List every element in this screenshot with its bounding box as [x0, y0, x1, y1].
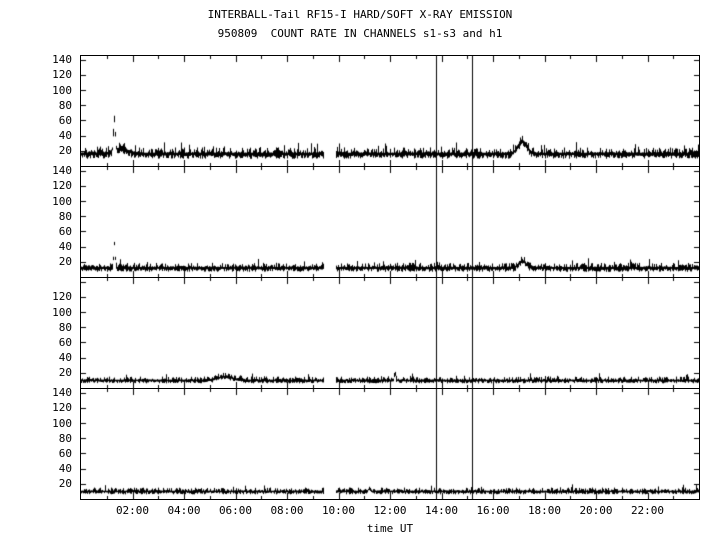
x-tick-label: 12:00	[373, 504, 407, 517]
x-tick-label: 02:00	[115, 504, 150, 517]
x-tick-label: 08:00	[270, 504, 304, 517]
y-tick-label: 100	[52, 305, 72, 319]
x-tick-label: 20:00	[579, 504, 613, 517]
y-tick-label: 140	[52, 386, 72, 400]
x-tick-label: 18:00	[527, 504, 562, 517]
y-tick-label: 40	[58, 351, 72, 365]
panel-h1-canvas	[81, 389, 699, 499]
x-axis-labels: 02:00 04:00 06:00 08:00 10:00 12:00 14:00 16:00…	[0, 505, 720, 519]
y-tick-label: 20	[58, 366, 72, 380]
y-tick-label: 80	[58, 98, 72, 112]
y-tick-label: 40	[58, 462, 72, 476]
y-tick-label: 20	[58, 477, 72, 491]
plot-title: INTERBALL-Tail RF15-I HARD/SOFT X-RAY EM…	[207, 8, 513, 21]
y-tick-label: 60	[58, 446, 72, 460]
x-tick-label: 10:00	[321, 504, 356, 517]
y-tick-label: 60	[58, 113, 72, 127]
x-tick-label: 14:00	[424, 504, 459, 517]
panel-h1	[80, 388, 700, 500]
plot-subtitle: 950809 COUNT RATE IN CHANNELS s1-s3 and …	[217, 27, 503, 40]
x-tick-label: 04:00	[167, 504, 201, 517]
plot-panels	[80, 55, 700, 500]
y-tick-label: 140	[52, 53, 72, 67]
panel-s1-canvas	[81, 56, 699, 166]
y-tick-label: 80	[58, 320, 72, 334]
y-tick-label: 60	[58, 224, 72, 238]
y-tick-label: 100	[52, 194, 72, 208]
y-tick-label: 20	[58, 255, 72, 269]
y-tick-label: 80	[58, 431, 72, 445]
y-tick-label: 40	[58, 240, 72, 254]
y-tick-label: 100	[52, 416, 72, 430]
panel-s3	[80, 277, 700, 389]
y-tick-label: 140	[52, 164, 72, 178]
panel-s1	[80, 55, 700, 167]
y-tick-label: 100	[52, 83, 72, 97]
y-tick-label: 40	[58, 129, 72, 143]
panel-s2-canvas	[81, 167, 699, 277]
panel-s3-canvas	[81, 278, 699, 388]
x-tick-label: 16:00	[476, 504, 510, 517]
y-tick-label: 120	[52, 401, 72, 415]
y-tick-label: 20	[58, 144, 72, 158]
y-tick-label: 120	[52, 68, 72, 82]
y-tick-label: 80	[58, 209, 72, 223]
x-tick-label: 22:00	[630, 504, 665, 517]
y-tick-label: 120	[52, 179, 72, 193]
x-axis-title: time UT	[366, 522, 414, 535]
y-tick-label: 120	[52, 290, 72, 304]
x-tick-label: 06:00	[218, 504, 253, 517]
y-tick-label: 60	[58, 335, 72, 349]
y-axis-labels: 140 120 100 80 60 40 20 140 120 100 80 60 40 20 120 100…	[0, 53, 76, 503]
panel-s2	[80, 166, 700, 278]
